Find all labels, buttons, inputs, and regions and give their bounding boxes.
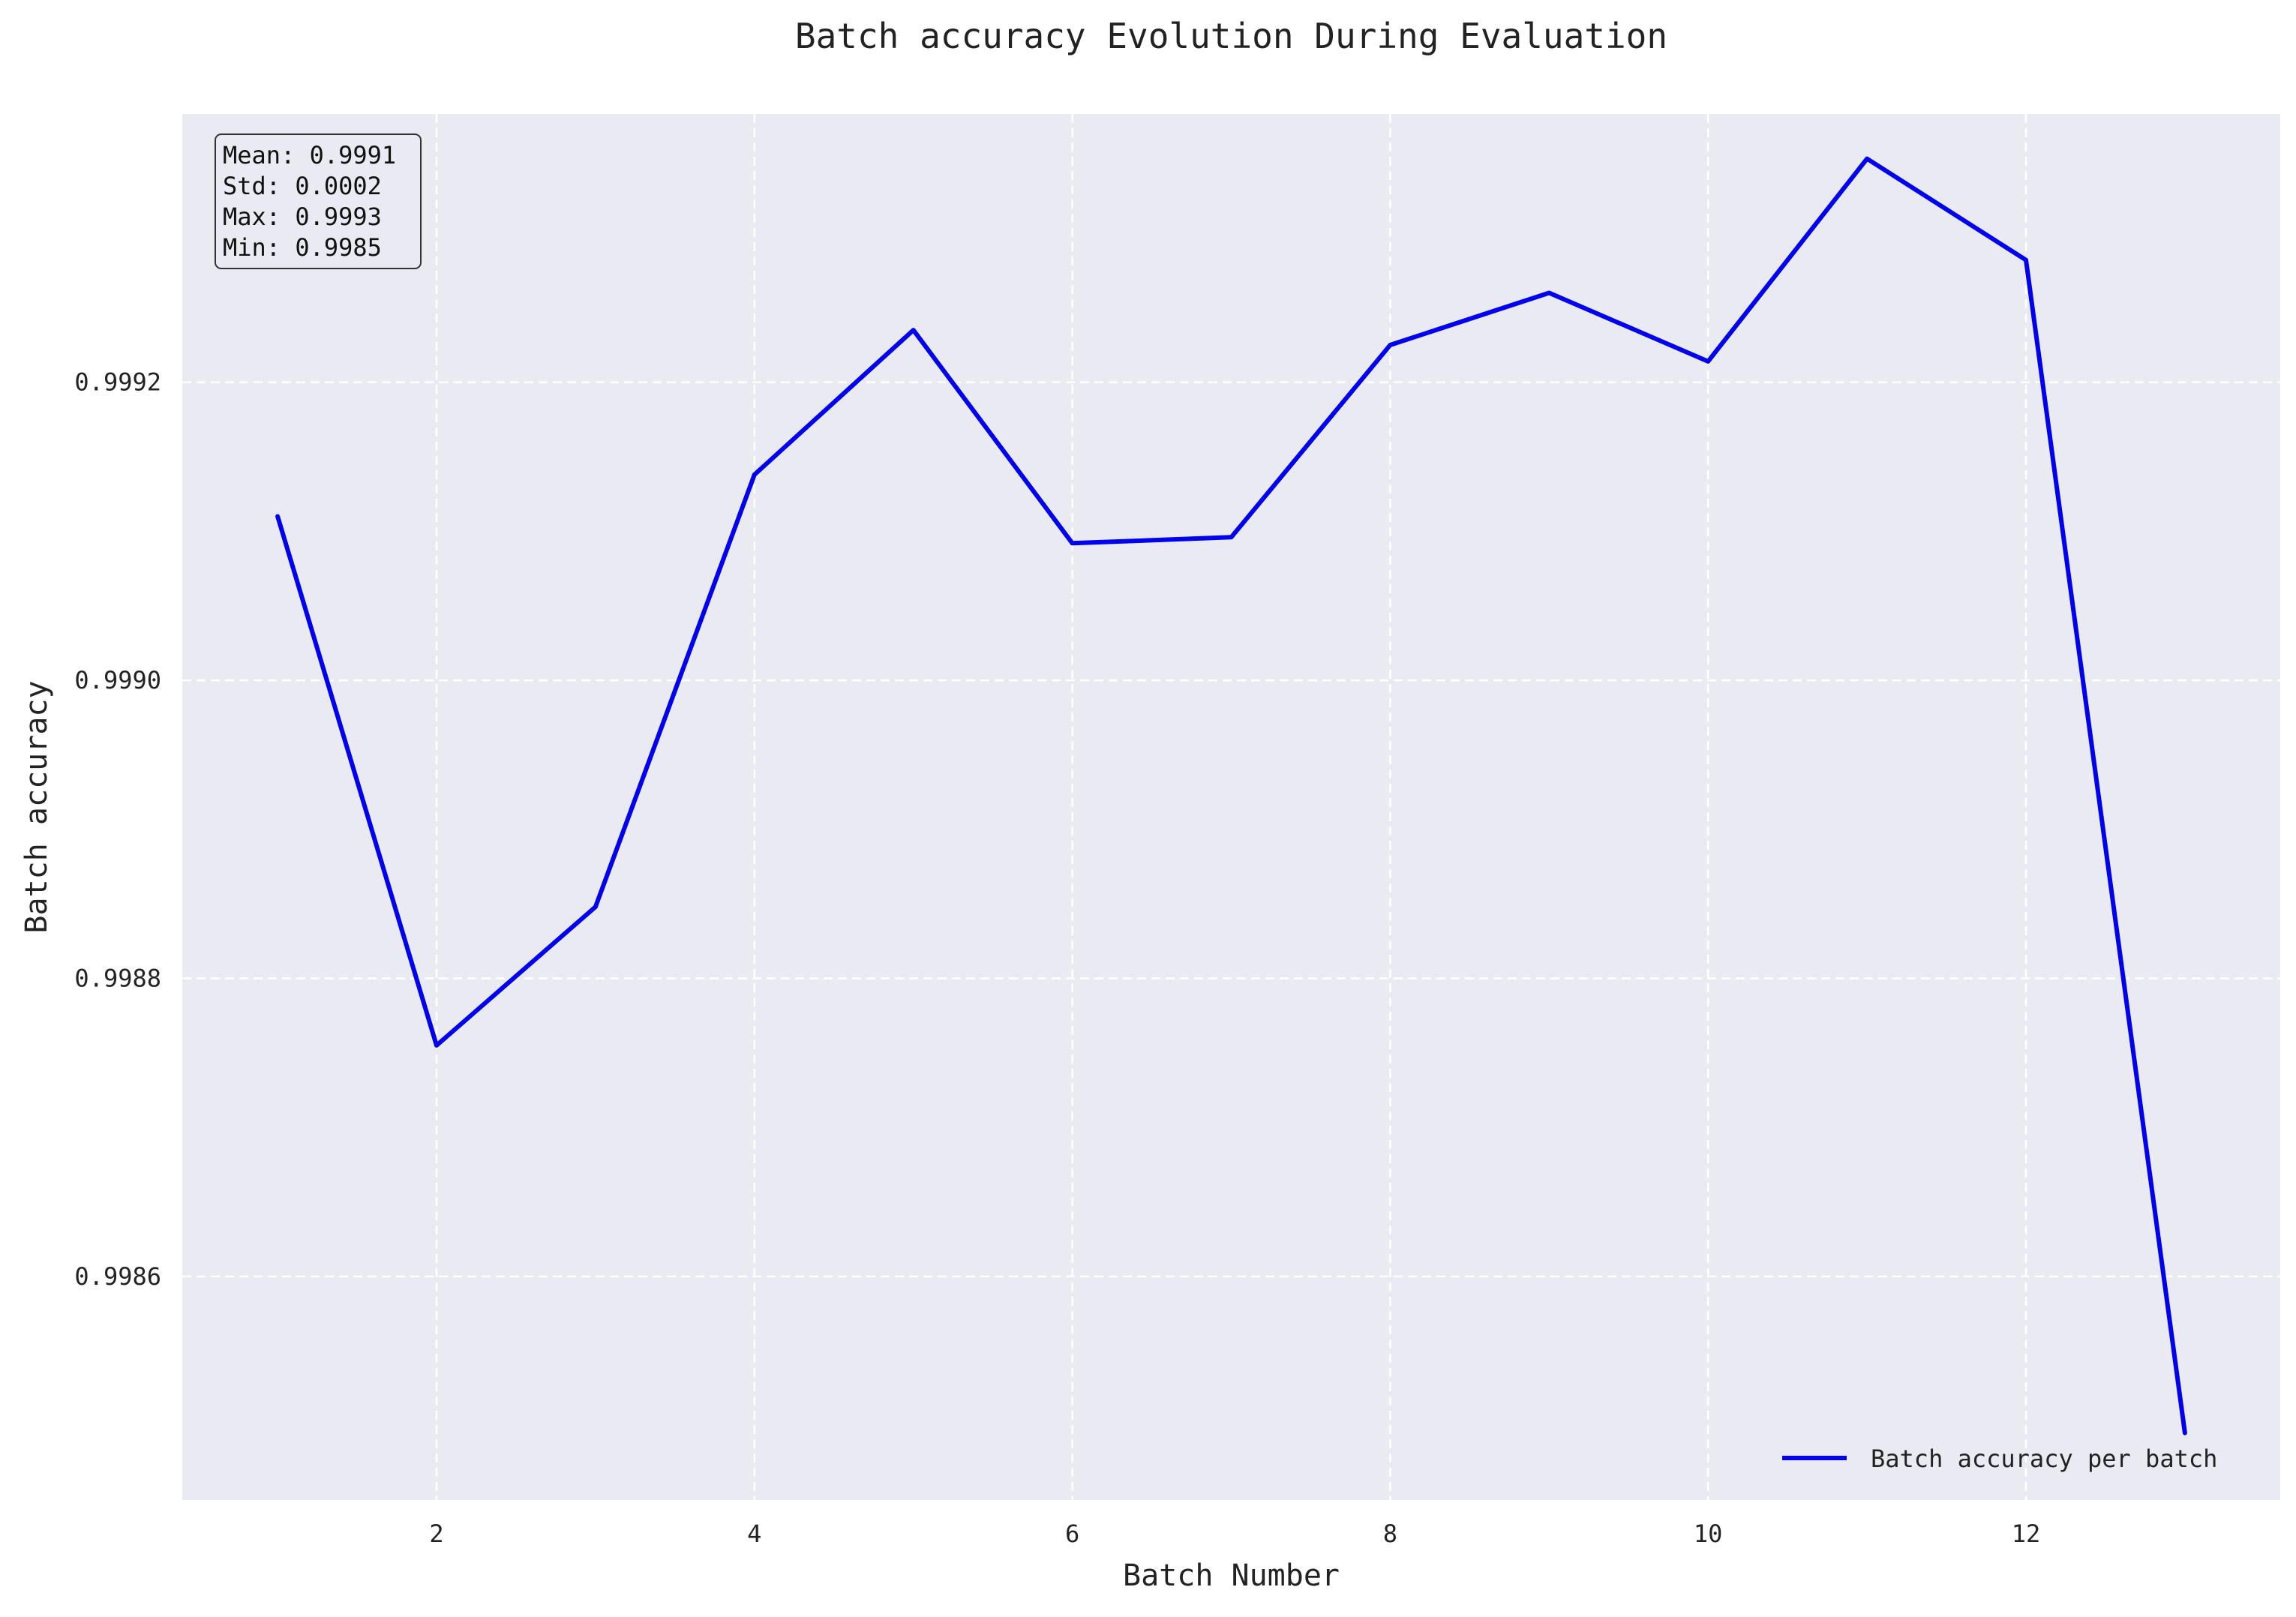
axis-ticks: 2 4 6 8 10 12 0.9986 0.9988 0.9990 0.9992 bbox=[74, 368, 2040, 1548]
x-tick-label: 10 bbox=[1694, 1520, 1723, 1548]
legend: Batch accuracy per batch bbox=[1782, 1444, 2217, 1473]
stats-min: Min: 0.9985 bbox=[223, 233, 382, 262]
plot-area bbox=[182, 114, 2280, 1500]
chart-title: Batch accuracy Evolution During Evaluati… bbox=[795, 16, 1667, 56]
stats-box: Mean: 0.9991 Std: 0.0002 Max: 0.9993 Min… bbox=[215, 134, 422, 269]
series-line bbox=[275, 156, 2187, 1436]
x-tick-label: 4 bbox=[747, 1520, 761, 1548]
x-axis-label: Batch Number bbox=[1123, 1558, 1340, 1593]
y-axis-label: Batch accuracy bbox=[20, 680, 54, 933]
y-tick-label: 0.9986 bbox=[74, 1262, 161, 1291]
x-tick-label: 2 bbox=[429, 1520, 443, 1548]
x-tick-label: 12 bbox=[2012, 1520, 2041, 1548]
x-tick-label: 8 bbox=[1383, 1520, 1397, 1548]
legend-label: Batch accuracy per batch bbox=[1871, 1444, 2217, 1473]
y-tick-label: 0.9992 bbox=[74, 368, 161, 397]
stats-std: Std: 0.0002 bbox=[223, 172, 382, 200]
series-lines bbox=[275, 156, 2187, 1436]
stats-mean: Mean: 0.9991 bbox=[223, 141, 396, 170]
x-tick-label: 6 bbox=[1065, 1520, 1079, 1548]
stats-box-frame bbox=[215, 134, 422, 269]
stats-max: Max: 0.9993 bbox=[223, 202, 382, 231]
y-tick-label: 0.9988 bbox=[74, 964, 161, 993]
y-tick-label: 0.9990 bbox=[74, 666, 161, 694]
